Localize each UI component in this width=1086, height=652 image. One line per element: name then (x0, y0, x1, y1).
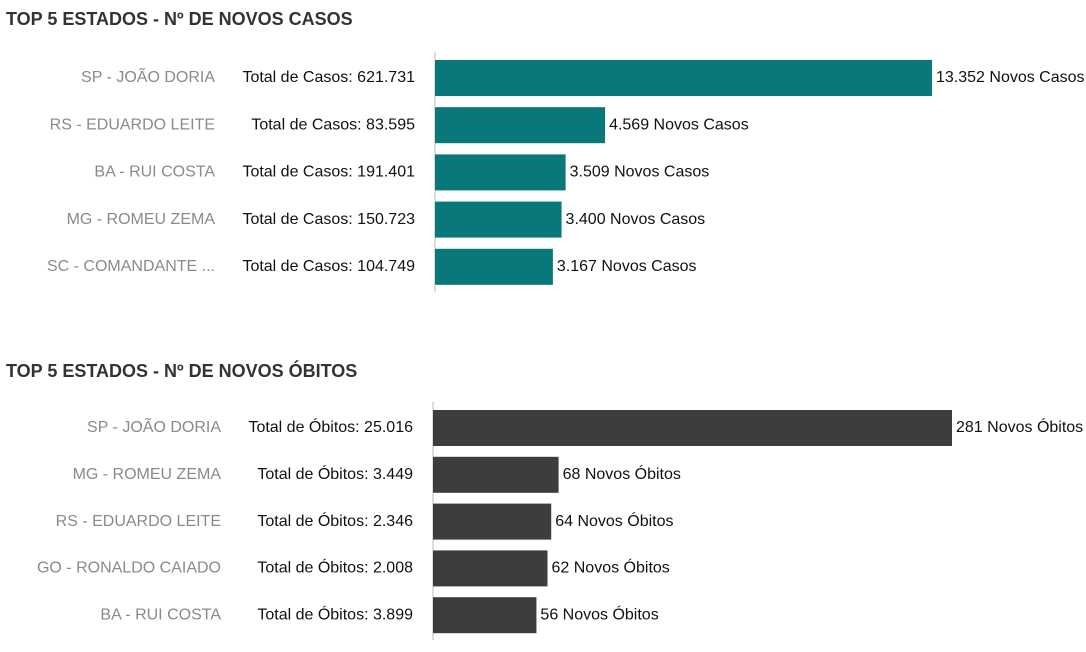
category-label: MG - ROMEU ZEMA (73, 466, 222, 483)
total-label: Total de Casos: 150.723 (242, 211, 415, 228)
value-label: 281 Novos Óbitos (956, 417, 1083, 436)
bar (435, 154, 566, 191)
category-label: SP - JOÃO DORIA (87, 416, 221, 436)
bar (433, 503, 552, 540)
value-label: 62 Novos Óbitos (552, 558, 670, 577)
category-label: SC - COMANDANTE ... (47, 258, 215, 275)
bar (435, 201, 562, 238)
category-label: BA - RUI COSTA (100, 606, 221, 623)
value-label: 13.352 Novos Casos (936, 69, 1085, 86)
category-label: RS - EDUARDO LEITE (50, 116, 215, 133)
bar (433, 410, 952, 446)
bar (435, 60, 932, 96)
category-label: SP - JOÃO DORIA (81, 66, 215, 86)
value-label: 68 Novos Óbitos (563, 464, 681, 483)
value-label: 64 Novos Óbitos (555, 511, 673, 530)
value-label: 3.167 Novos Casos (557, 258, 697, 275)
category-label: GO - RONALDO CAIADO (37, 560, 221, 577)
value-label: 3.509 Novos Casos (570, 164, 710, 181)
total-label: Total de Casos: 104.749 (242, 258, 415, 275)
value-label: 56 Novos Óbitos (540, 604, 658, 623)
total-label: Total de Casos: 191.401 (242, 164, 415, 181)
total-label: Total de Casos: 621.731 (242, 69, 415, 86)
chart-title: TOP 5 ESTADOS - Nº DE NOVOS CASOS (6, 9, 353, 29)
total-label: Total de Óbitos: 2.346 (257, 511, 413, 530)
bar (433, 597, 537, 634)
value-label: 4.569 Novos Casos (609, 116, 749, 133)
category-label: MG - ROMEU ZEMA (67, 211, 216, 228)
total-label: Total de Óbitos: 2.008 (257, 558, 413, 577)
chart-title: TOP 5 ESTADOS - Nº DE NOVOS ÓBITOS (6, 360, 357, 381)
total-label: Total de Óbitos: 25.016 (248, 417, 413, 436)
category-label: RS - EDUARDO LEITE (56, 513, 221, 530)
total-label: Total de Óbitos: 3.899 (257, 604, 413, 623)
bar (435, 248, 553, 285)
category-label: BA - RUI COSTA (94, 164, 215, 181)
bar (433, 456, 559, 493)
value-label: 3.400 Novos Casos (566, 211, 706, 228)
bar (433, 550, 548, 587)
bar (435, 107, 606, 144)
total-label: Total de Casos: 83.595 (251, 116, 415, 133)
total-label: Total de Óbitos: 3.449 (257, 464, 413, 483)
